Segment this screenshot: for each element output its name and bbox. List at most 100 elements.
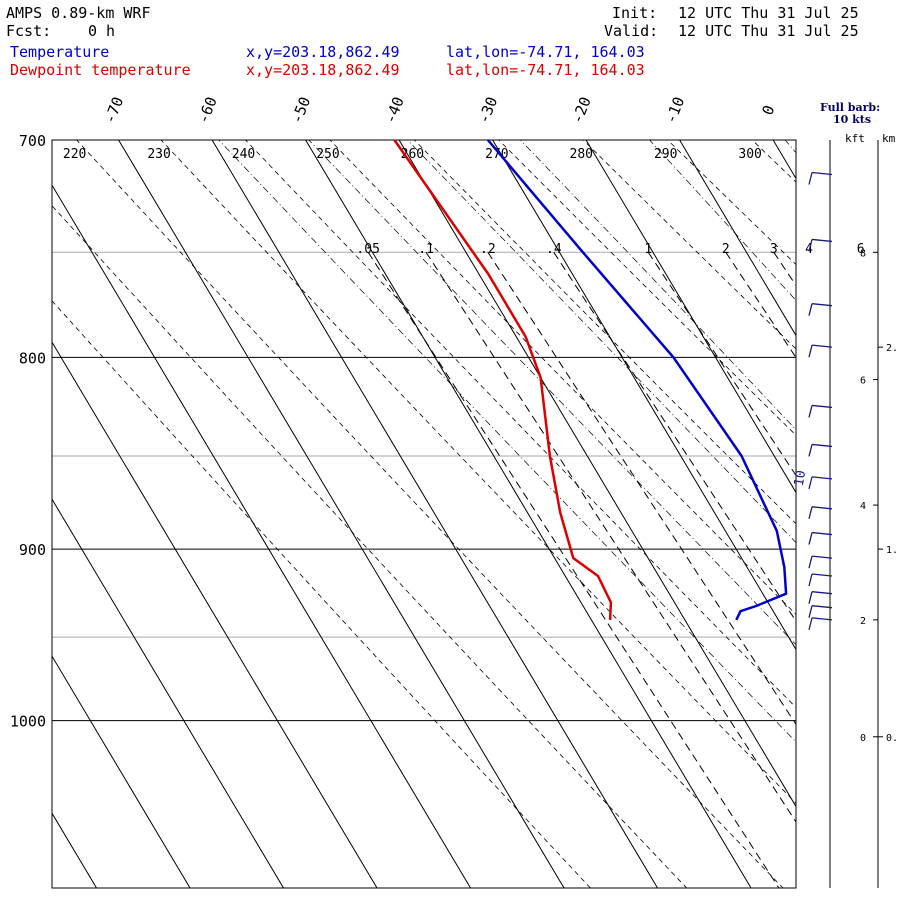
wind-barb-shaft bbox=[811, 404, 833, 409]
dry-adiabat-label: 250 bbox=[316, 147, 339, 162]
wind-barb-shaft bbox=[811, 531, 833, 536]
plot-frame bbox=[51, 139, 797, 889]
wind-barb-shaft bbox=[811, 476, 833, 480]
wind-barb-shaft bbox=[811, 238, 833, 243]
legend-dewpoint-latlon: lat,lon=-74.71, 164.03 bbox=[446, 61, 645, 79]
wind-barb-shaft bbox=[811, 555, 833, 559]
dry-adiabat-label: 290 bbox=[654, 147, 677, 162]
height-km-label: 1. bbox=[886, 545, 898, 556]
dry-adiabat bbox=[871, 93, 900, 900]
height-km-label: 0. bbox=[886, 733, 898, 744]
dry-adiabat bbox=[160, 140, 796, 804]
wind-barb bbox=[808, 531, 833, 545]
wind-barb-shaft bbox=[811, 573, 833, 577]
isotherm-label: -70 bbox=[101, 94, 128, 126]
plot-area bbox=[0, 93, 900, 900]
isotherm-line bbox=[679, 140, 796, 337]
moist-adiabat bbox=[406, 140, 796, 544]
mixing-ratio-label: 2 bbox=[722, 242, 730, 257]
pressure-tick-label: 700 bbox=[19, 132, 46, 150]
mixing-ratio-label: .1 bbox=[418, 242, 434, 257]
isotherm-label: -20 bbox=[568, 94, 595, 126]
wind-barb-shaft bbox=[811, 591, 833, 595]
dry-adiabat bbox=[751, 140, 796, 183]
mixing-ratio-line bbox=[773, 252, 796, 287]
wind-barb-shaft bbox=[811, 171, 833, 176]
mixing-ratio-line bbox=[367, 252, 780, 888]
dry-adiabat-label: 300 bbox=[738, 147, 761, 162]
wind-barb-flag bbox=[808, 573, 813, 587]
wind-barb bbox=[808, 404, 833, 418]
wind-key-line1: Full barb: bbox=[820, 101, 881, 114]
mixing-ratio-label: 1 bbox=[644, 242, 652, 257]
dry-adiabat bbox=[787, 93, 900, 900]
height-kft-label: 4 bbox=[860, 501, 866, 512]
height-km-label: 2. bbox=[886, 343, 898, 354]
isotherm-label: -10 bbox=[662, 94, 689, 126]
wind-barb bbox=[808, 617, 833, 631]
init-label: Init: bbox=[612, 4, 658, 22]
dry-adiabat-label: 220 bbox=[63, 147, 86, 162]
wind-barb-flag bbox=[808, 239, 813, 252]
pressure-tick-label: 1000 bbox=[10, 713, 46, 731]
wind-barb-shaft bbox=[811, 605, 833, 609]
dry-adiabat bbox=[413, 140, 796, 525]
isotherm-line bbox=[118, 140, 565, 888]
isotherm-line bbox=[492, 140, 796, 651]
isotherm-line bbox=[305, 140, 752, 888]
barb-annotation: 10 bbox=[792, 469, 809, 487]
wind-barb-flag bbox=[808, 605, 813, 618]
wind-barb-flag bbox=[808, 344, 813, 358]
wind-barb bbox=[808, 344, 833, 358]
wind-barb-flag bbox=[808, 532, 813, 545]
isotherm-line bbox=[211, 140, 658, 888]
wind-barb bbox=[808, 303, 833, 316]
dry-adiabat bbox=[245, 140, 796, 709]
isotherm-line bbox=[52, 498, 284, 888]
legend-temperature-latlon: lat,lon=-74.71, 164.03 bbox=[446, 43, 645, 61]
isotherm-line bbox=[0, 140, 3, 888]
height-kft-label: 2 bbox=[860, 616, 866, 627]
mixing-ratio-label: 3 bbox=[770, 242, 778, 257]
wind-barb-flag bbox=[808, 405, 813, 418]
wind-barb bbox=[808, 506, 833, 519]
wind-barb-flag bbox=[808, 617, 813, 631]
kft-label: kft bbox=[845, 132, 865, 145]
isotherm-label: 0 bbox=[758, 103, 778, 118]
moist-adiabat bbox=[519, 140, 796, 431]
wind-barb bbox=[808, 238, 833, 252]
isotherm-line bbox=[398, 140, 796, 808]
wind-key-line2: 10 kts bbox=[833, 113, 872, 126]
wind-barb-shaft bbox=[811, 344, 833, 348]
valid-label: Valid: bbox=[604, 22, 659, 40]
temperature-profile bbox=[486, 139, 788, 621]
dry-adiabat-label: 280 bbox=[570, 147, 593, 162]
wind-barb bbox=[808, 573, 833, 587]
height-kft-label: 8 bbox=[860, 248, 866, 259]
wind-barb bbox=[808, 605, 833, 618]
legend-dewpoint-xy: x,y=203.18,862.49 bbox=[246, 61, 400, 79]
mixing-ratio-line bbox=[425, 252, 796, 823]
wind-barb bbox=[808, 555, 833, 569]
dry-adiabat bbox=[667, 140, 796, 266]
wind-barb bbox=[808, 443, 833, 457]
wind-barb-flag bbox=[808, 172, 813, 185]
dry-adiabat bbox=[76, 140, 784, 888]
wind-barb-flag bbox=[808, 555, 813, 569]
fcst-value: 0 h bbox=[88, 22, 116, 40]
legend-temperature-xy: x,y=203.18,862.49 bbox=[246, 43, 400, 61]
mixing-ratio-label: .05 bbox=[356, 242, 379, 257]
dry-adiabat-label: 240 bbox=[232, 147, 255, 162]
wind-barb-shaft bbox=[811, 303, 833, 307]
mixing-ratio-label: 6 bbox=[857, 242, 865, 257]
isotherm-line bbox=[585, 140, 796, 494]
dewpoint-profile bbox=[393, 139, 613, 620]
mixing-ratio-label: .2 bbox=[480, 242, 496, 257]
dry-adiabat bbox=[52, 205, 688, 888]
height-kft-label: 0 bbox=[860, 733, 866, 744]
isotherm-label: -60 bbox=[194, 94, 221, 126]
isotherm-label: -50 bbox=[288, 94, 315, 126]
wind-barb bbox=[808, 591, 833, 604]
moist-adiabat bbox=[218, 140, 796, 743]
